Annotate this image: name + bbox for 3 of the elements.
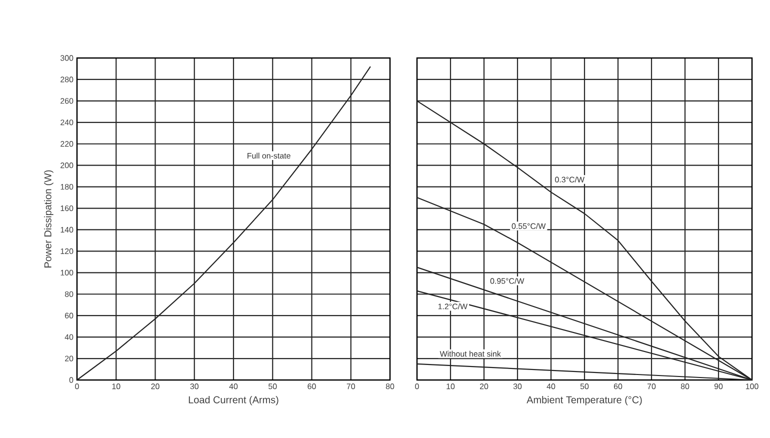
x-axis-title: Load Current (Arms) — [188, 396, 278, 406]
y-axis-title: Power Dissipation (W) — [44, 170, 54, 268]
x-axis-title: Ambient Temperature (°C) — [526, 396, 642, 406]
